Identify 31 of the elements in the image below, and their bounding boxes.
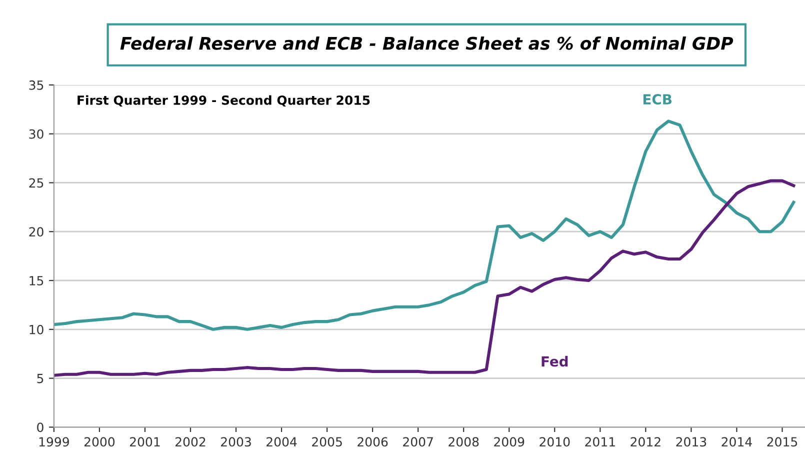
y-tick-label: 10 [30, 324, 44, 334]
x-tick-label: 1999 [39, 437, 69, 447]
y-tick-label: 35 [29, 80, 44, 90]
y-tick-label: 25 [29, 178, 44, 188]
x-tick-label: 2015 [767, 437, 798, 447]
x-tick-label: 2012 [630, 437, 660, 447]
line-series [54, 120, 796, 331]
y-tick-label: 15 [30, 276, 44, 286]
y-tick-label: 20 [29, 227, 44, 237]
x-tick-label: 2009 [494, 437, 524, 447]
y-tick-label: 0 [37, 422, 44, 432]
x-tick-label: 2008 [448, 437, 479, 447]
x-tick-label: 2000 [84, 437, 115, 447]
text: First Quarter 1999 - Second Quarter 2015 [78, 95, 370, 107]
x-tick-label: 2002 [176, 437, 206, 447]
x-tick-label: 2001 [130, 437, 160, 447]
y-tick-label: 30 [29, 129, 44, 139]
x-tick-label: 2006 [358, 437, 388, 447]
text: Fed [542, 356, 568, 367]
x-tick-label: 2005 [312, 437, 342, 447]
x-tick-label: 2004 [266, 437, 297, 447]
x-tick-label: 2013 [676, 437, 706, 447]
x-tick-label: 2014 [722, 437, 752, 447]
x-tick-label: 2010 [540, 437, 570, 447]
x-tick-label: 2007 [403, 437, 433, 447]
line-series [54, 179, 796, 377]
chart-title: Federal Reserve and ECB - Balance Sheet as % of Nominal GDP [120, 36, 734, 50]
x-tick-label: 2003 [221, 437, 251, 447]
series-label: ECB [643, 94, 672, 105]
x-tick-label: 2011 [585, 437, 615, 447]
y-tick-label: 5 [37, 374, 44, 384]
